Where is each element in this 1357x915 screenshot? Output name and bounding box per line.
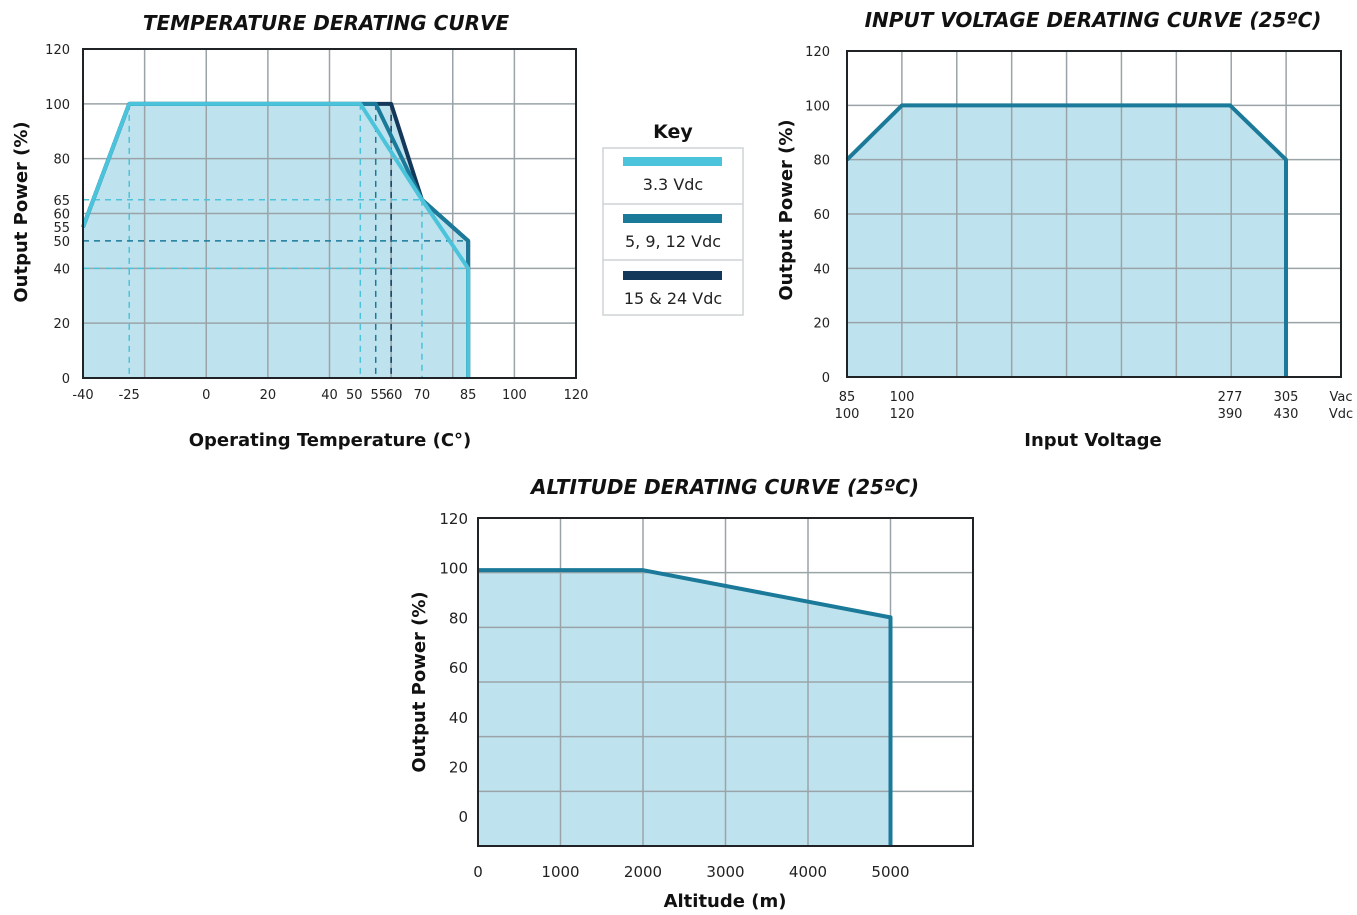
voltage-plot: 85 100 277 305 Vac 100 120 390 430 Vdc 0 20 40 60 80 10… [805, 45, 1353, 422]
altitude-y-tick-label: 100 [439, 560, 468, 578]
voltage-y-tick-label: 60 [813, 208, 830, 223]
altitude-x-tick-label: 4000 [789, 863, 827, 881]
altitude-y-tick-label: 60 [449, 659, 468, 677]
altitude-y-tick-label: 120 [439, 510, 468, 528]
altitude-y-tick-label: 40 [449, 709, 468, 727]
temperature-x-tick-label: 55 [370, 388, 387, 403]
voltage-y-tick-label: 120 [805, 45, 830, 60]
voltage-y-axis-title: Output Power (%) [776, 119, 797, 300]
altitude-y-tick-label: 80 [449, 609, 468, 627]
temperature-y-tick-label: 20 [53, 317, 70, 332]
altitude-x-axis-title: Altitude (m) [664, 891, 787, 911]
voltage-chart-title: INPUT VOLTAGE DERATING CURVE (25ºC) [865, 8, 1322, 32]
voltage-x-tick-label-vdc: 390 [1218, 407, 1243, 422]
voltage-y-tick-label: 80 [813, 154, 830, 169]
altitude-x-tick-label: 2000 [624, 863, 662, 881]
altitude-area-fill [478, 570, 891, 846]
voltage-y-tick-label: 20 [813, 317, 830, 332]
voltage-y-tick-label: 0 [822, 371, 830, 386]
temperature-y-tick-label: 100 [45, 98, 70, 113]
temperature-x-tick-label: 85 [460, 388, 477, 403]
temperature-x-tick-label: -25 [119, 388, 140, 403]
voltage-x-tick-label-vdc: 120 [890, 407, 915, 422]
temperature-y-axis-title: Output Power (%) [11, 121, 32, 302]
altitude-x-tick-label: 1000 [541, 863, 579, 881]
voltage-x-tick-label-vac: 305 [1274, 390, 1299, 405]
temperature-y-tick-label: 0 [62, 372, 70, 387]
legend-label-15-24-vdc: 15 & 24 Vdc [624, 289, 722, 308]
temperature-x-tick-label: 50 [346, 388, 363, 403]
temperature-x-tick-label: 70 [414, 388, 431, 403]
altitude-plot-frame [477, 517, 974, 847]
temperature-x-axis-title: Operating Temperature (C°) [189, 430, 472, 451]
voltage-plot-frame [846, 50, 1342, 378]
temperature-y-tick-label: 65 [53, 194, 70, 209]
legend-label-3-3-vdc: 3.3 Vdc [643, 175, 703, 194]
temperature-plot-frame [82, 48, 577, 379]
voltage-x-tick-label-vac: Vac [1330, 390, 1353, 405]
legend-box [602, 147, 744, 316]
voltage-x-tick-label-vdc: Vdc [1329, 407, 1353, 422]
temperature-y-tick-label: 120 [45, 43, 70, 58]
altitude-y-tick-label: 20 [449, 758, 468, 776]
legend-swatch-15-24-vdc [623, 271, 722, 280]
temperature-y-tick-label: 40 [53, 262, 70, 277]
legend-title: Key [653, 121, 693, 143]
temperature-x-tick-label: 100 [502, 388, 527, 403]
voltage-x-tick-label-vdc: 430 [1274, 407, 1299, 422]
voltage-x-tick-label-vac: 85 [839, 390, 856, 405]
altitude-series-line [478, 568, 893, 846]
temperature-x-tick-label: -40 [72, 388, 93, 403]
temperature-x-tick-label: 120 [564, 388, 589, 403]
altitude-chart-title: ALTITUDE DERATING CURVE (25ºC) [529, 475, 919, 499]
legend: Key 3.3 Vdc 5, 9, 12 Vdc 15 & 24 Vdc [602, 121, 744, 316]
voltage-y-tick-label: 40 [813, 262, 830, 277]
altitude-x-tick-label: 5000 [871, 863, 909, 881]
temperature-x-tick-label: 20 [260, 388, 277, 403]
legend-label-5-9-12-vdc: 5, 9, 12 Vdc [625, 232, 721, 251]
altitude-x-tick-label: 3000 [706, 863, 744, 881]
altitude-x-tick-label: 0 [473, 863, 483, 881]
temperature-x-tick-label: 0 [202, 388, 210, 403]
voltage-x-tick-label-vac: 277 [1218, 390, 1243, 405]
voltage-x-tick-label-vdc: 100 [835, 407, 860, 422]
temperature-y-tick-label: 50 [53, 235, 70, 250]
voltage-y-tick-label: 100 [805, 99, 830, 114]
temperature-series-line [81, 101, 471, 378]
voltage-series-line [845, 103, 1288, 377]
temperature-y-tick-label: 80 [53, 153, 70, 168]
temperature-x-tick-label: 60 [386, 388, 403, 403]
voltage-x-tick-label-vac: 100 [890, 390, 915, 405]
legend-swatch-3-3-vdc [623, 157, 722, 166]
temperature-y-tick-label: 60 [53, 208, 70, 223]
altitude-y-tick-label: 0 [458, 808, 468, 826]
temperature-chart-title: TEMPERATURE DERATING CURVE [143, 11, 510, 35]
altitude-y-axis-title: Output Power (%) [409, 591, 430, 772]
altitude-plot: 0 1000 2000 3000 4000 5000 0 20 40 60 80 100 120 [439, 510, 974, 881]
legend-swatch-5-9-12-vdc [623, 214, 722, 223]
voltage-x-axis-title: Input Voltage [1024, 430, 1161, 451]
temperature-x-tick-label: 40 [321, 388, 338, 403]
temperature-y-tick-label: 55 [53, 221, 70, 236]
